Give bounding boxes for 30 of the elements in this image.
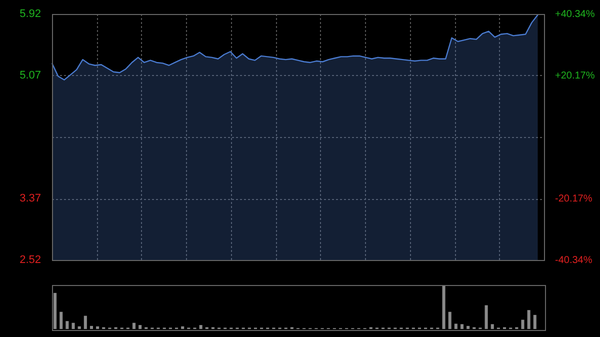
bar xyxy=(181,326,184,329)
bar xyxy=(132,322,136,329)
bar xyxy=(442,285,446,329)
bar xyxy=(460,324,464,329)
y-tick-label: 2.52 xyxy=(20,254,41,266)
bar xyxy=(96,326,100,329)
bar xyxy=(138,325,142,329)
bar xyxy=(54,292,57,329)
y2-tick-label: +40.34% xyxy=(555,8,595,20)
bar xyxy=(527,310,530,329)
bar xyxy=(490,324,494,329)
bar xyxy=(521,320,524,329)
bar xyxy=(90,326,93,329)
y-tick-label: 5.92 xyxy=(20,8,41,20)
bar xyxy=(533,314,536,329)
bar xyxy=(72,322,75,329)
y-tick-label: 5.07 xyxy=(20,70,41,82)
bar xyxy=(84,316,87,329)
bar xyxy=(199,325,202,329)
bar xyxy=(454,324,458,329)
bar xyxy=(448,312,452,329)
bar xyxy=(484,305,488,329)
y2-tick-label: -40.34% xyxy=(555,254,592,266)
y2-tick-label: -20.17% xyxy=(555,193,592,204)
bar xyxy=(60,312,63,329)
y2-tick-label: +20.17% xyxy=(555,70,595,82)
y-tick-label: 3.37 xyxy=(20,192,41,205)
bar xyxy=(466,326,470,329)
bar xyxy=(66,321,69,329)
bar xyxy=(78,326,81,329)
